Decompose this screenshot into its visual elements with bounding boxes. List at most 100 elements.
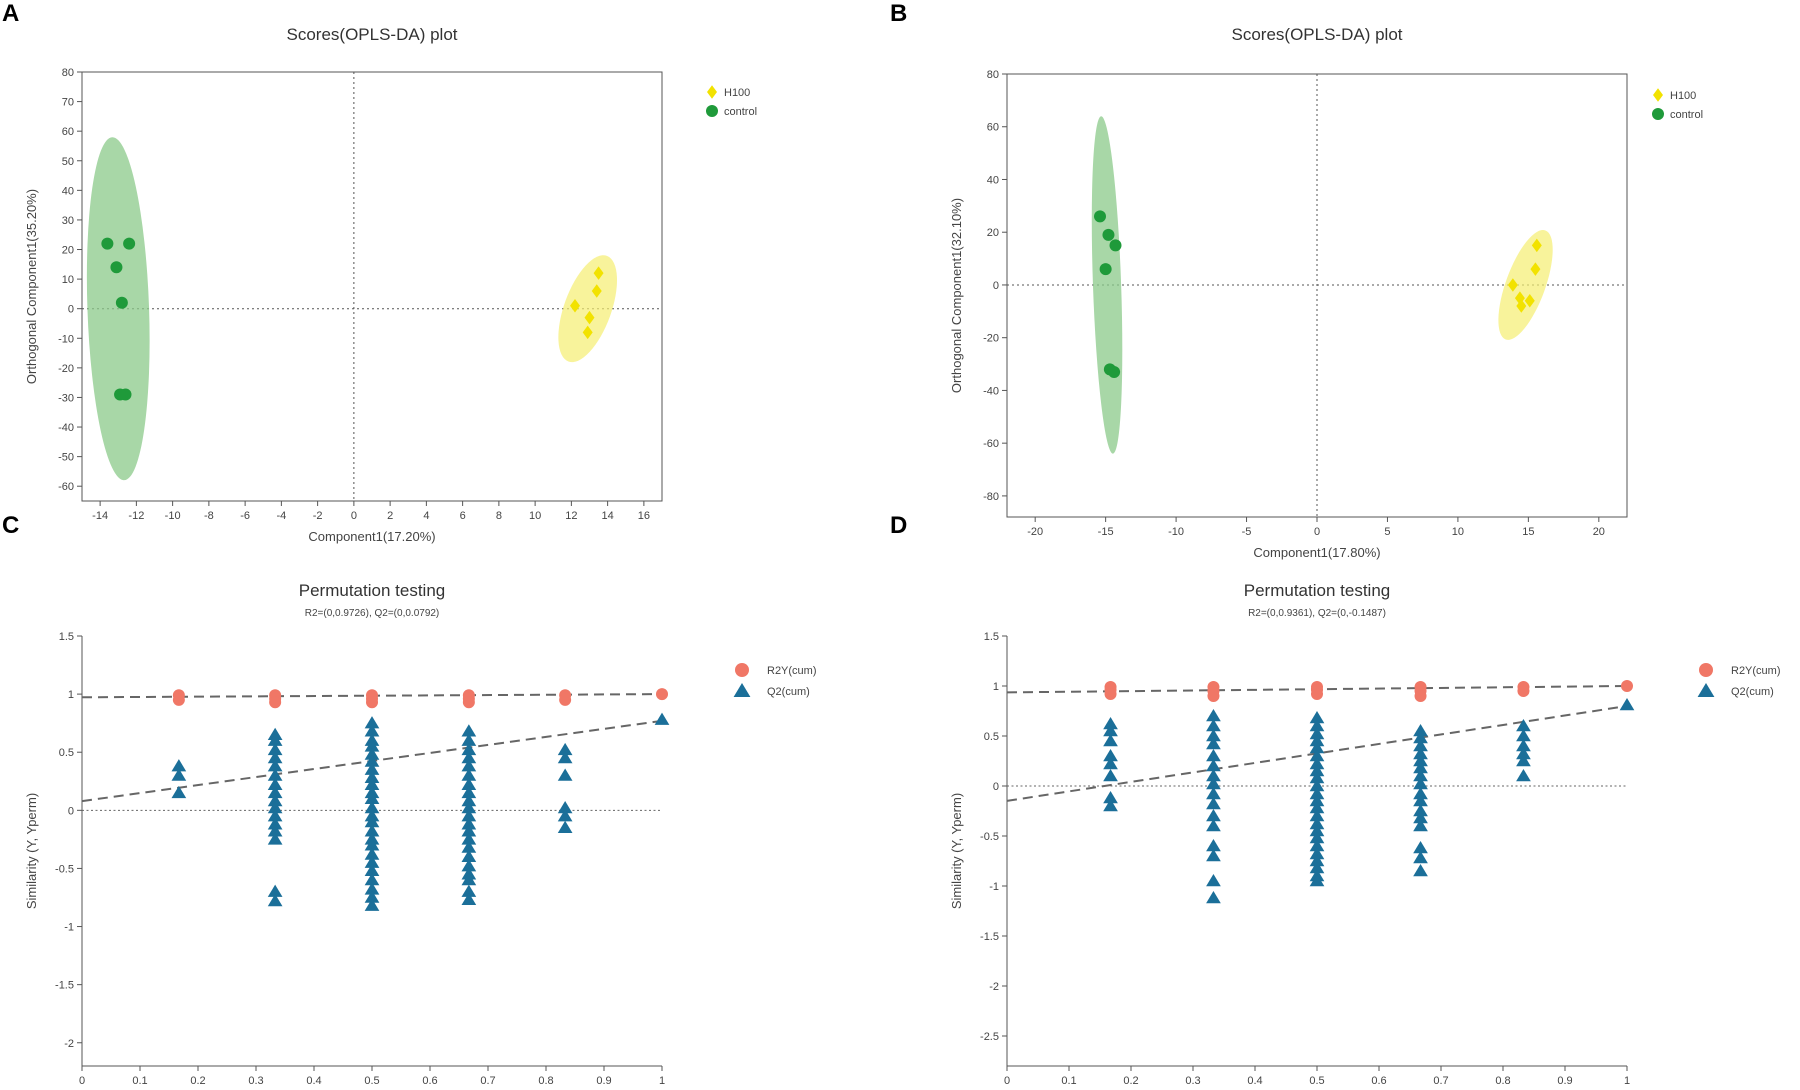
x-tick-label: 0.2 bbox=[190, 1075, 205, 1087]
x-tick-label: -14 bbox=[92, 510, 108, 522]
q2-point bbox=[1206, 729, 1221, 742]
q2-point bbox=[267, 884, 283, 897]
chart-title: Permutation testing bbox=[299, 581, 445, 600]
x-tick-label: -10 bbox=[1168, 526, 1184, 538]
y-tick-label: -60 bbox=[58, 481, 74, 493]
legend-marker-h100 bbox=[707, 85, 717, 99]
y-tick-label: -20 bbox=[983, 333, 999, 345]
y-tick-label: 40 bbox=[987, 174, 999, 186]
x-tick-label: 4 bbox=[423, 510, 429, 522]
q2-point bbox=[1309, 794, 1325, 807]
y-tick-label: -50 bbox=[58, 452, 74, 464]
legend-label-h100: H100 bbox=[1670, 90, 1696, 102]
panel-label-d: D bbox=[890, 512, 908, 539]
q2-point bbox=[1309, 771, 1325, 784]
q2-point bbox=[267, 817, 283, 830]
q2-point bbox=[1309, 727, 1325, 740]
q2-point bbox=[364, 801, 380, 814]
chart-title: Scores(OPLS-DA) plot bbox=[1232, 25, 1403, 44]
chart-subtitle: R2=(0,0.9361), Q2=(0,-0.1487) bbox=[1248, 608, 1386, 619]
data-point-h100 bbox=[1507, 278, 1518, 292]
q2-point bbox=[1309, 817, 1325, 830]
q2-point bbox=[1413, 747, 1428, 760]
x-tick-label: -12 bbox=[128, 510, 144, 522]
y-tick-label: -2 bbox=[64, 1038, 74, 1050]
q2-point bbox=[1309, 854, 1325, 867]
q2-point bbox=[364, 716, 380, 729]
x-tick-label: 14 bbox=[602, 510, 614, 522]
q2-point bbox=[557, 742, 573, 756]
x-tick-label: 0.8 bbox=[1495, 1075, 1510, 1087]
q2-point bbox=[1206, 891, 1221, 904]
data-point-h100 bbox=[593, 266, 604, 280]
y-tick-label: -1 bbox=[64, 922, 74, 934]
data-point-h100 bbox=[1524, 294, 1535, 308]
panel-label-c: C bbox=[2, 512, 20, 539]
y-tick-label: -1.5 bbox=[980, 931, 999, 943]
q2-point bbox=[267, 768, 283, 781]
q2-point bbox=[364, 824, 380, 837]
x-tick-label: 0.7 bbox=[480, 1075, 495, 1087]
x-tick-label: 0 bbox=[79, 1075, 85, 1087]
x-tick-label: -8 bbox=[204, 510, 214, 522]
q2-point bbox=[1309, 831, 1325, 844]
legend-label-q2: Q2(cum) bbox=[1731, 686, 1774, 698]
x-tick-label: 0.3 bbox=[1185, 1075, 1200, 1087]
confidence-ellipse-h100 bbox=[1498, 230, 1553, 340]
x-tick-label: 0.6 bbox=[1371, 1075, 1386, 1087]
q2-point bbox=[1413, 841, 1428, 854]
q2-point bbox=[461, 777, 477, 791]
y-tick-label: 0.5 bbox=[984, 731, 999, 743]
q2-point bbox=[461, 832, 477, 845]
q2-point bbox=[1516, 739, 1531, 752]
q2-point bbox=[1309, 839, 1325, 852]
chart-title: Scores(OPLS-DA) plot bbox=[287, 25, 458, 44]
plot-frame bbox=[81, 71, 663, 502]
q2-point bbox=[364, 847, 380, 860]
q2-point bbox=[1309, 719, 1325, 732]
q2-point bbox=[1413, 819, 1428, 832]
r2y-point bbox=[1414, 690, 1427, 702]
chart-A: Scores(OPLS-DA) plot-14 -12 -10 -8 -6 -4 -2 0 2 4… bbox=[24, 25, 757, 544]
x-tick-label: 0.5 bbox=[364, 1075, 379, 1087]
x-tick-label: -20 bbox=[1027, 526, 1043, 538]
x-axis-label: Component1(17.80%) bbox=[1253, 545, 1380, 560]
data-point-control bbox=[1099, 263, 1112, 276]
q2-point bbox=[1206, 839, 1221, 852]
data-point-control bbox=[123, 237, 136, 250]
x-tick-label: 0.4 bbox=[1247, 1075, 1262, 1087]
data-point-control bbox=[101, 237, 114, 250]
x-tick-label: 0.9 bbox=[596, 1075, 611, 1087]
q2-point bbox=[364, 754, 380, 767]
y-tick-label: 80 bbox=[987, 69, 999, 81]
panel-label-a: A bbox=[2, 0, 20, 27]
y-tick-label: 1 bbox=[993, 681, 999, 693]
q2-point bbox=[1309, 757, 1325, 770]
q2-point bbox=[461, 742, 477, 756]
q2-point bbox=[1206, 819, 1221, 832]
q2-point bbox=[1309, 711, 1325, 724]
y-tick-label: -20 bbox=[58, 363, 74, 375]
q2-point bbox=[1309, 749, 1325, 762]
x-tick-label: 0.7 bbox=[1433, 1075, 1448, 1087]
y-tick-label: 0 bbox=[68, 805, 74, 817]
x-tick-label: 15 bbox=[1522, 526, 1534, 538]
y-axis-label: Similarity (Y, Yperm) bbox=[949, 793, 964, 909]
q2-point bbox=[1103, 724, 1118, 737]
y-tick-label: -1 bbox=[989, 881, 999, 893]
y-tick-label: 1.5 bbox=[59, 631, 74, 643]
q2-point bbox=[654, 712, 670, 725]
data-point-h100 bbox=[1516, 299, 1527, 313]
legend-label-h100: H100 bbox=[724, 87, 750, 99]
q2-point bbox=[364, 863, 380, 877]
r2y-point bbox=[172, 693, 185, 706]
y-tick-label: 1 bbox=[68, 689, 74, 701]
y-tick-label: 0 bbox=[68, 304, 74, 316]
confidence-ellipse-control bbox=[1091, 116, 1123, 454]
q2-point bbox=[1309, 764, 1325, 777]
x-tick-label: 0 bbox=[351, 510, 357, 522]
y-tick-label: -0.5 bbox=[55, 863, 74, 875]
q2-point bbox=[1413, 754, 1428, 767]
x-tick-label: 0.3 bbox=[248, 1075, 263, 1087]
chart-title: Permutation testing bbox=[1244, 581, 1390, 600]
